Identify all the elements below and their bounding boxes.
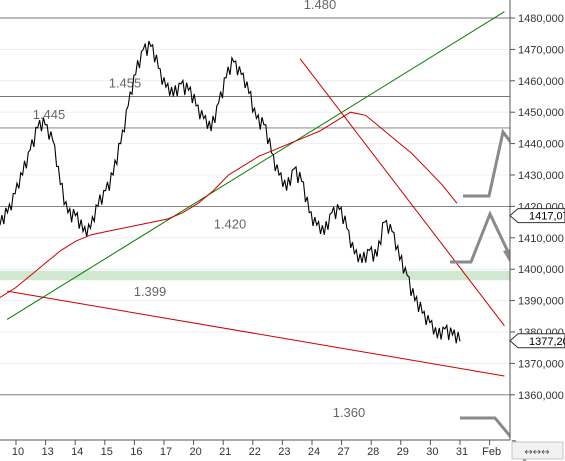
y-tick-label: 1400,000 [518, 264, 564, 276]
price-tag-label: 1377,20 [529, 336, 565, 348]
y-tick-label: 1450,000 [518, 107, 564, 119]
y-tick-label: 1430,000 [518, 170, 564, 182]
y-tick-label: 1390,000 [518, 296, 564, 308]
level-label: 1.455 [109, 76, 142, 91]
price-grid [0, 17, 510, 396]
trendline [6, 11, 505, 320]
x-tick-label: Feb [482, 446, 501, 458]
price-tag-box [509, 208, 565, 224]
y-tick-label: 1360,000 [518, 390, 564, 402]
price-series [0, 40, 461, 344]
x-tick-label: 15 [101, 446, 113, 458]
trendlines [6, 11, 505, 377]
trendline [7, 290, 505, 377]
y-tick-label: 1470,000 [518, 44, 564, 56]
y-tick-label: 1460,000 [518, 76, 564, 88]
y-tick-label: 1480,000 [518, 13, 564, 25]
x-tick-label: 31 [456, 446, 468, 458]
x-tick-label: 20 [189, 446, 201, 458]
x-tick-label: 30 [426, 446, 438, 458]
price-tag-box [509, 333, 565, 349]
x-tick-label: 14 [71, 446, 83, 458]
zone-label: 1.399 [134, 284, 167, 299]
x-tick-label: 10 [12, 446, 24, 458]
level-label: 1.420 [214, 216, 247, 231]
x-tick-label: 21 [219, 446, 231, 458]
x-tick-label: 28 [367, 446, 379, 458]
x-tick-label: 13 [41, 446, 53, 458]
scroll-control[interactable] [511, 441, 564, 460]
y-tick-label: 1370,000 [518, 358, 564, 370]
level-label: 1.480 [304, 0, 337, 12]
price-tag-label: 1417,07 [529, 211, 565, 223]
level-label: 1.445 [33, 107, 66, 122]
support-zone: 1.399 [0, 270, 510, 299]
price-line [0, 40, 461, 344]
price-tags: 1417,07 1377,20 [509, 208, 565, 349]
trendline [299, 58, 505, 327]
x-tick-label: 17 [160, 446, 172, 458]
level-label: 1.360 [333, 405, 366, 420]
x-tick-label: 27 [337, 446, 349, 458]
x-axis-ticks: 10 13 14 15 16 17 20 21 22 23 24 27 28 29 30 31 Feb [12, 440, 501, 458]
x-tick-label: 23 [278, 446, 290, 458]
x-tick-label: 22 [249, 446, 261, 458]
y-tick-label: 1410,000 [518, 233, 564, 245]
y-tick-label: 1440,000 [518, 139, 564, 151]
scroll-arrows-icon[interactable]: ↔↔↔ [524, 447, 549, 458]
x-tick-label: 29 [397, 446, 409, 458]
support-zone-band [0, 270, 510, 281]
projected-down-arrow [450, 210, 512, 264]
x-tick-label: 16 [130, 446, 142, 458]
x-tick-label: 24 [308, 446, 320, 458]
level-lines: 1.480 1.455 1.445 1.420 1.360 [0, 0, 510, 420]
moving-average-line [0, 111, 458, 298]
